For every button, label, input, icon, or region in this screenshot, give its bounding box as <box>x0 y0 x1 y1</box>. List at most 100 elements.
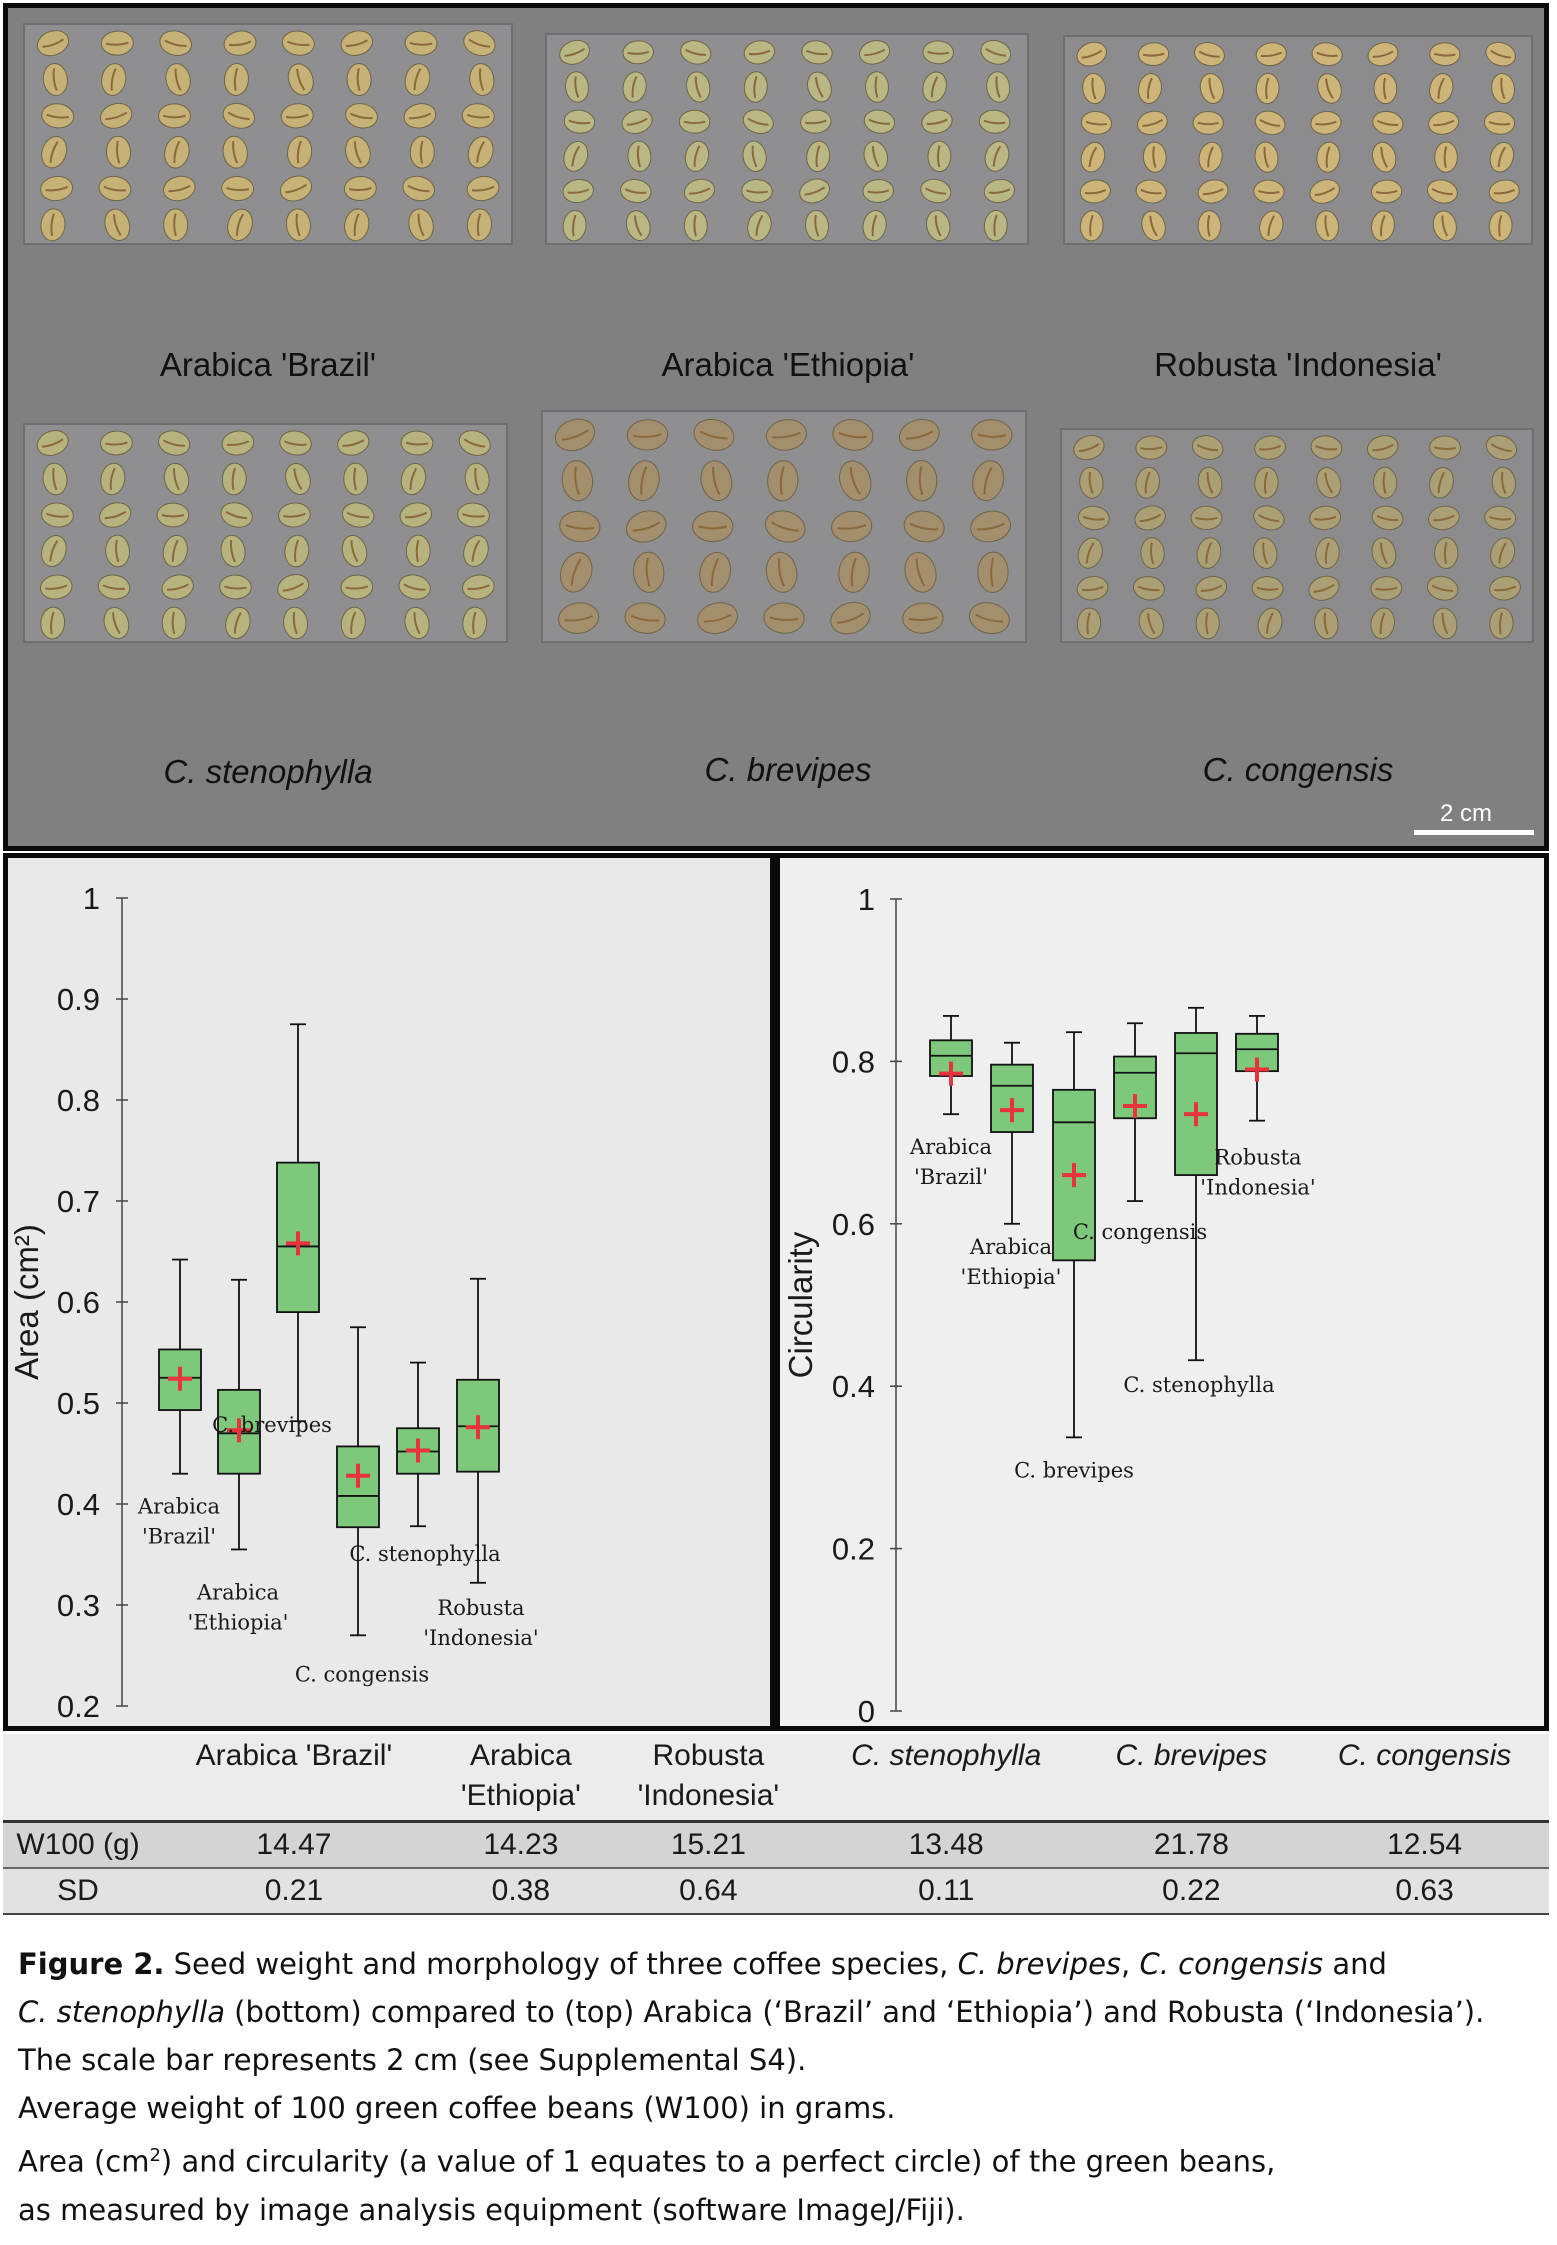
bean-crease <box>748 49 771 56</box>
column-header-line: C. stenophylla <box>851 1739 1042 1772</box>
table-cell: 0.21 <box>153 1867 435 1915</box>
coffee-bean <box>469 63 495 96</box>
coffee-bean <box>1198 141 1223 173</box>
bean-crease <box>162 439 185 447</box>
bean-crease <box>292 611 298 635</box>
bean-crease <box>52 467 58 491</box>
coffee-bean <box>1370 179 1403 204</box>
coffee-bean <box>562 209 587 242</box>
bean-body <box>1079 210 1104 242</box>
coffee-bean <box>1073 434 1105 461</box>
bean-body <box>831 510 873 543</box>
caption-line: Figure 2. Seed weight and morphology of … <box>18 1940 1538 1988</box>
bean-body <box>462 574 495 600</box>
bean-crease <box>1140 188 1162 195</box>
coffee-bean <box>345 103 378 129</box>
variety-label: Robusta 'Indonesia' <box>1154 346 1442 383</box>
bean-crease <box>226 186 250 192</box>
bean-crease <box>1433 119 1455 127</box>
bean-body <box>220 534 246 568</box>
bean-body <box>221 430 255 456</box>
bean-crease <box>1324 472 1334 494</box>
coffee-bean <box>1253 179 1285 204</box>
bean-crease <box>918 466 924 496</box>
category-label: C. stenophylla <box>1123 1373 1274 1397</box>
bean-crease <box>1497 146 1506 168</box>
coffee-bean <box>341 502 375 528</box>
category-label: C. congensis <box>295 1662 429 1686</box>
bean-crease <box>1086 612 1091 635</box>
bean-body <box>1080 110 1113 135</box>
column-header-line: 'Ethiopia' <box>460 1779 581 1812</box>
coffee-bean <box>1077 505 1110 531</box>
coffee-bean <box>799 178 830 204</box>
bean-crease <box>102 584 126 590</box>
variety-label: C. stenophylla <box>163 753 373 790</box>
table-cell: 14.23 <box>434 1820 607 1868</box>
coffee-bean <box>800 109 832 134</box>
bean-crease <box>1375 586 1398 591</box>
bean-body <box>278 502 311 528</box>
bean-body <box>1371 505 1404 531</box>
bean-body <box>806 140 831 173</box>
bean-body <box>285 463 311 495</box>
coffee-bean <box>341 534 368 568</box>
bean-crease <box>769 616 799 622</box>
coffee-bean <box>100 30 134 56</box>
bean-tray-svg <box>1073 434 1521 640</box>
caption-line: C. stenophylla (bottom) compared to (top… <box>18 1988 1538 2036</box>
bean-body <box>287 135 313 169</box>
bean-body <box>1372 141 1397 173</box>
bean-crease <box>995 76 1001 98</box>
coffee-bean <box>223 63 249 96</box>
coffee-bean <box>462 574 495 600</box>
coffee-bean <box>838 551 870 593</box>
coffee-bean <box>862 179 894 203</box>
bean-body <box>157 430 191 456</box>
bean-crease <box>867 189 890 194</box>
coffee-bean <box>859 40 891 65</box>
bean-body <box>404 63 431 96</box>
coffee-bean <box>921 109 953 134</box>
bean-body <box>678 109 711 134</box>
bean-body <box>1484 505 1517 531</box>
coffee-bean <box>161 574 194 600</box>
bean-crease <box>476 213 482 237</box>
bean-body <box>680 40 712 65</box>
bean-body <box>1488 210 1513 242</box>
bean-crease <box>1315 120 1337 126</box>
coffee-bean <box>162 175 196 202</box>
bean-crease <box>474 467 480 491</box>
bean-crease <box>1325 78 1334 100</box>
coffee-bean <box>1484 505 1517 531</box>
coffee-bean <box>741 179 773 203</box>
coffee-bean <box>284 534 310 568</box>
bean-crease <box>1265 77 1270 100</box>
coffee-bean <box>163 462 190 496</box>
coffee-bean <box>559 39 590 65</box>
bean-body <box>1142 141 1167 173</box>
coffee-bean <box>462 606 488 640</box>
bean-body <box>340 30 373 56</box>
bean-crease <box>1089 214 1094 237</box>
bean-body <box>920 178 952 204</box>
bean-body <box>283 606 309 640</box>
bean-crease <box>1494 585 1517 592</box>
bean-crease <box>1208 78 1216 100</box>
bean-body <box>561 460 594 502</box>
coffee-bean <box>1077 537 1103 569</box>
table-cell: 13.48 <box>809 1820 1083 1868</box>
coffee-bean <box>164 135 190 169</box>
bean-crease <box>1313 583 1335 593</box>
bean-body <box>36 30 70 57</box>
y-tick-label: 0.2 <box>832 1532 875 1567</box>
bean-body <box>859 40 891 65</box>
category-label: Arabica 'Ethiopia' <box>961 1235 1062 1289</box>
bean-crease <box>342 439 365 447</box>
bean-body <box>1310 110 1342 135</box>
coffee-bean <box>1483 110 1516 135</box>
coffee-bean <box>678 109 711 134</box>
bean-body <box>1140 537 1165 570</box>
bean-crease <box>1142 118 1164 127</box>
bean-body <box>563 109 596 134</box>
